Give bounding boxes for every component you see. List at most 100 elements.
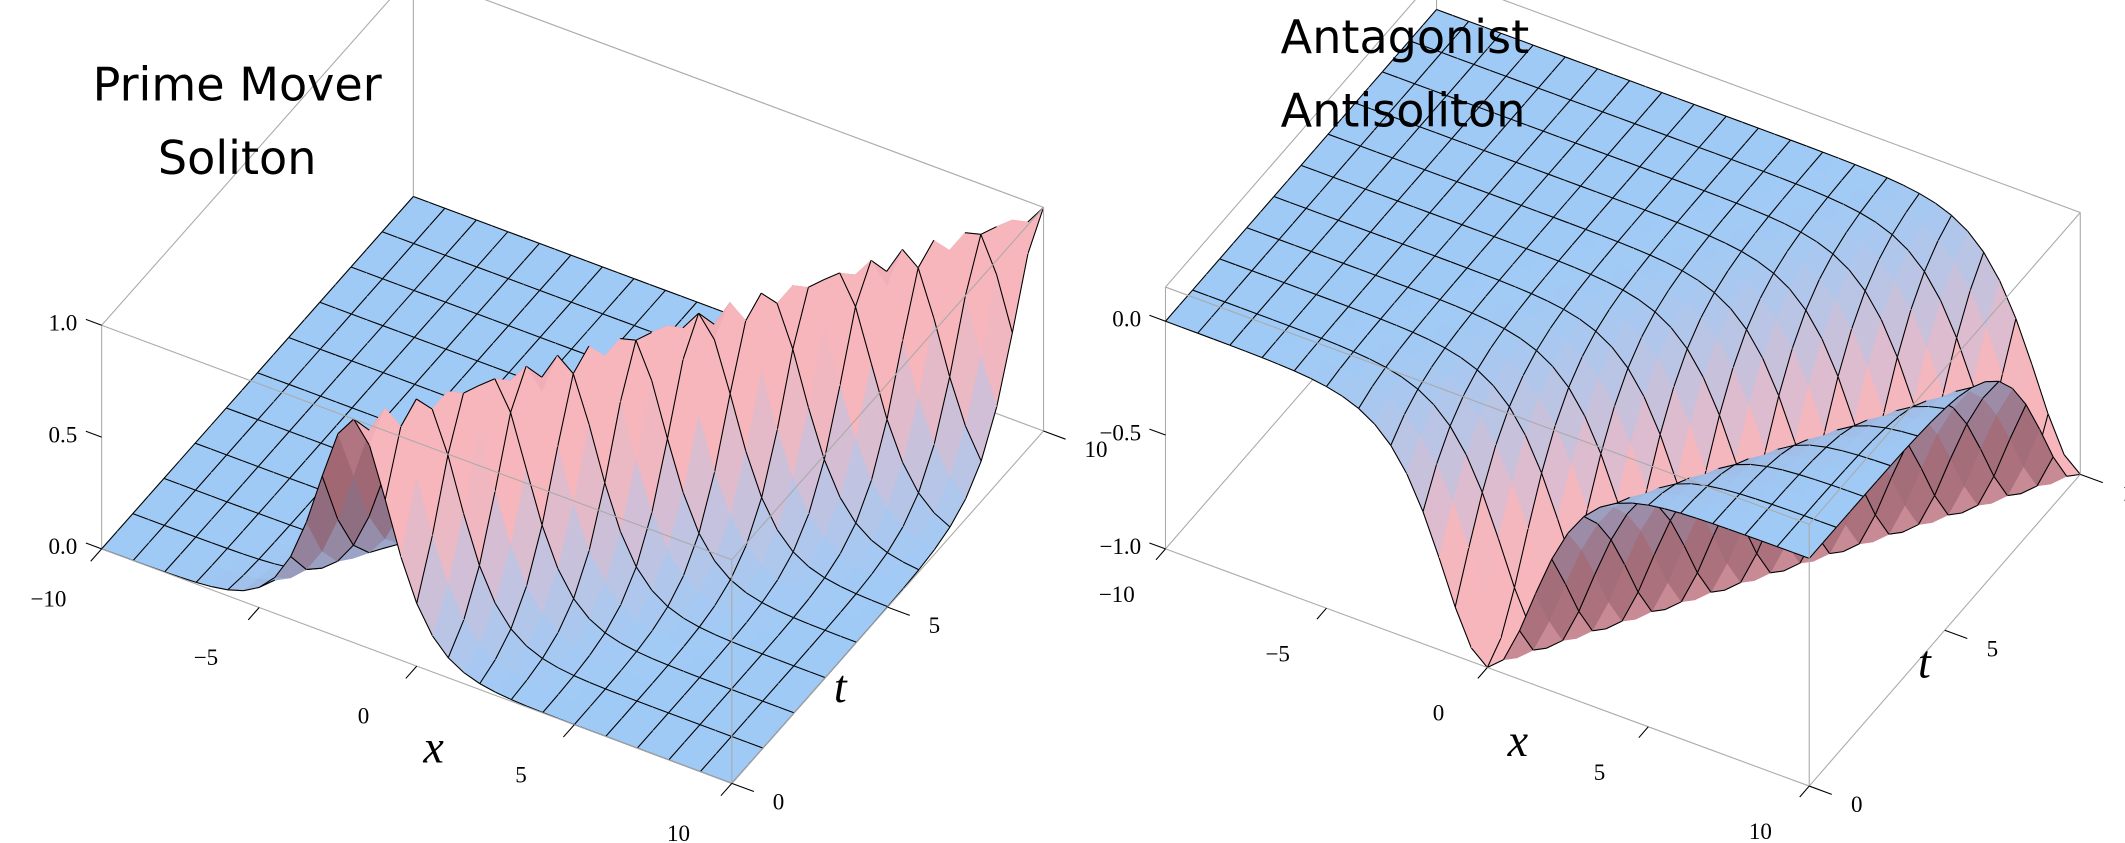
mesh-line — [1608, 289, 1624, 310]
mesh-line — [557, 354, 574, 375]
mesh-line — [1493, 236, 1511, 244]
mesh-line — [1827, 180, 1842, 198]
mesh-line — [210, 407, 227, 426]
mesh-line — [1275, 325, 1290, 343]
mesh-line — [1316, 294, 1333, 302]
mesh-line — [1854, 163, 1872, 172]
mesh-line — [1235, 264, 1253, 272]
mesh-line — [179, 530, 197, 538]
mesh-line — [2031, 364, 2049, 415]
mesh-line — [352, 516, 370, 546]
mesh-line — [1402, 228, 1417, 245]
mesh-line — [400, 398, 417, 427]
mesh-line — [1784, 223, 1802, 233]
mesh-line — [1649, 254, 1667, 263]
mesh-line — [636, 700, 653, 708]
mesh-line — [1910, 271, 1925, 311]
mesh-line — [1741, 233, 1756, 252]
mesh-line — [304, 342, 321, 350]
mesh-line — [381, 231, 399, 239]
mesh-line — [1869, 425, 1886, 429]
mesh-line — [602, 266, 619, 274]
mesh-line — [523, 284, 540, 291]
mesh-line — [1993, 438, 2011, 477]
mesh-line — [1552, 365, 1570, 388]
mesh-line — [523, 237, 540, 244]
mesh-line — [273, 477, 291, 497]
box-edge — [1808, 212, 2081, 525]
mesh-line — [1366, 318, 1382, 336]
mesh-line — [1776, 530, 1792, 547]
mesh-line — [476, 295, 494, 315]
mesh-line — [1500, 587, 1515, 639]
mesh-line — [1806, 145, 1823, 153]
mesh-line — [1782, 469, 1800, 476]
mesh-line — [1410, 169, 1426, 186]
mesh-line — [996, 274, 1013, 333]
mesh-line — [479, 683, 496, 693]
mesh-line — [699, 659, 716, 678]
mesh-line — [1839, 425, 1854, 436]
mesh-line — [1502, 630, 1521, 661]
mesh-line — [1766, 454, 1781, 467]
mesh-line — [809, 629, 826, 649]
mesh-line — [1356, 231, 1371, 249]
mesh-line — [1522, 350, 1537, 377]
mesh-line — [949, 498, 967, 528]
mesh-line — [1343, 262, 1360, 270]
x-axis-label: x — [422, 722, 444, 773]
mesh-line — [1685, 147, 1700, 164]
mesh-line — [1283, 266, 1299, 283]
z-tick-label: −0.5 — [1099, 419, 1141, 445]
mesh-line — [1666, 135, 1684, 143]
mesh-line — [1693, 103, 1711, 111]
mesh-line — [321, 433, 339, 477]
mesh-line — [1928, 405, 1945, 410]
mesh-line — [289, 477, 306, 485]
mesh-line — [1627, 367, 1645, 398]
mesh-line — [1504, 328, 1521, 339]
mesh-line — [382, 260, 399, 280]
mesh-line — [258, 541, 275, 560]
mesh-line — [1790, 515, 1805, 532]
mesh-line — [1245, 350, 1263, 359]
mesh-line — [398, 377, 415, 385]
mesh-line — [398, 337, 415, 356]
mesh-line — [542, 693, 559, 713]
mesh-line — [1998, 380, 2013, 389]
mesh-line — [1403, 388, 1419, 415]
mesh-line — [1499, 155, 1517, 163]
chart-title: Antagonist — [1281, 10, 1529, 64]
mesh-line — [445, 284, 462, 303]
mesh-line — [1181, 326, 1198, 334]
mesh-line — [1601, 234, 1619, 243]
mesh-line — [573, 675, 590, 683]
mesh-line — [683, 724, 701, 743]
mesh-line — [1982, 380, 2000, 399]
mesh-line — [1613, 74, 1630, 82]
mesh-line — [793, 665, 810, 673]
mesh-line — [226, 501, 243, 509]
mesh-line — [524, 336, 541, 356]
box-edge — [101, 324, 733, 561]
mesh-line — [1243, 313, 1258, 330]
mesh-line — [1256, 297, 1271, 315]
mesh-line — [1524, 435, 1543, 474]
mesh-line — [699, 626, 716, 636]
mesh-line — [400, 556, 418, 604]
mesh-line — [2001, 318, 2017, 375]
mesh-line — [1320, 322, 1336, 339]
mesh-line — [1776, 139, 1792, 157]
mesh-line — [1871, 427, 1886, 442]
mesh-line — [1348, 306, 1365, 314]
mesh-line — [1883, 357, 1898, 414]
mesh-line — [1654, 289, 1670, 313]
mesh-line — [1735, 186, 1751, 204]
mesh-line — [1471, 296, 1487, 314]
mesh-line — [602, 295, 619, 315]
mesh-line — [1461, 224, 1479, 232]
mesh-line — [1665, 601, 1682, 611]
mesh-line — [353, 544, 370, 554]
y-tick-label: 5 — [1987, 635, 1999, 661]
mesh-line — [586, 313, 604, 332]
